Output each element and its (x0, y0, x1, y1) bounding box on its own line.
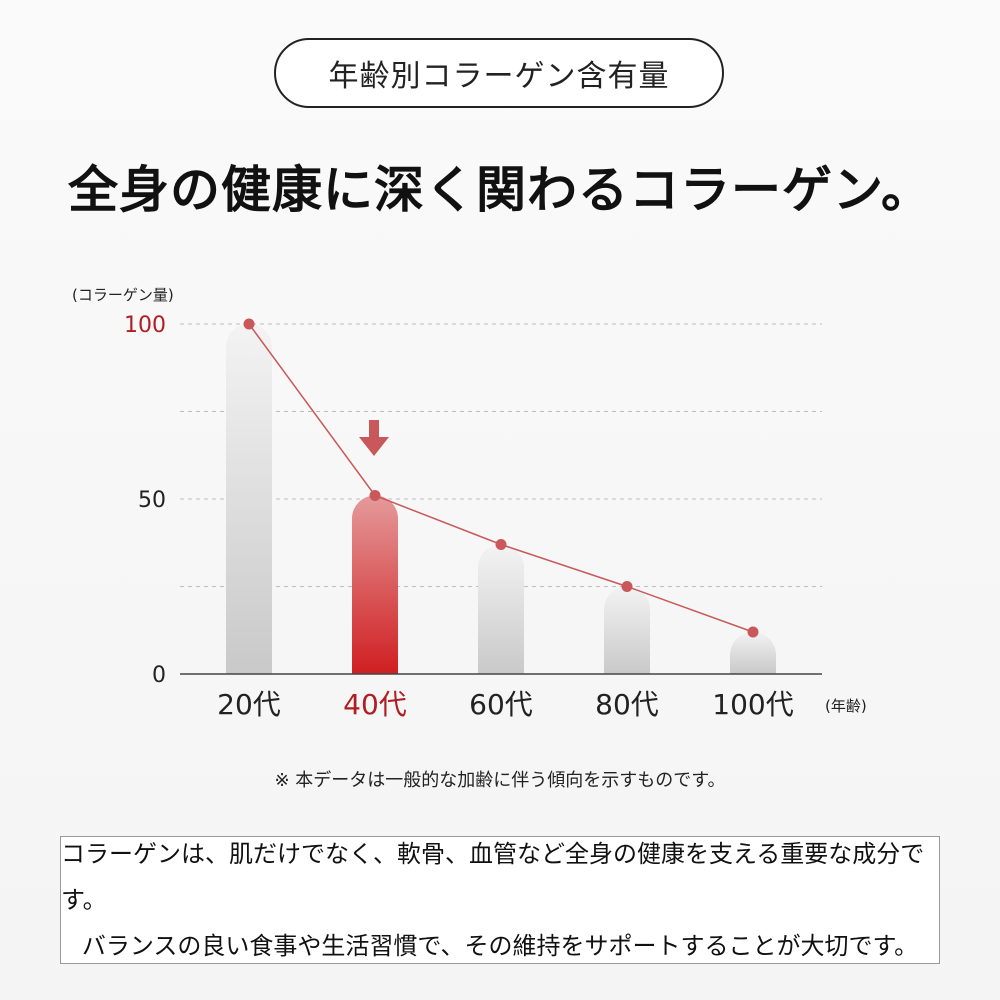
headline: 全身の健康に深く関わるコラーゲン。 (68, 161, 932, 219)
info-box: コラーゲンは、肌だけでなく、軟骨、血管など全身の健康を支える重要な成分です。 バ… (60, 836, 940, 964)
bar-60代 (478, 544, 524, 674)
y-tick-label: 50 (138, 488, 166, 513)
x-axis-label: (年齢) (825, 697, 867, 715)
section-pill: 年齢別コラーゲン含有量 (274, 38, 724, 108)
x-tick-label: 60代 (469, 688, 533, 721)
bar-40代 (352, 495, 398, 674)
trend-point (369, 490, 381, 501)
collagen-chart: (コラーゲン量) 100 50 0 20代 40代 60代 80代 100代 (年齢) (72, 286, 867, 721)
y-tick-label: 0 (152, 663, 166, 688)
bar-100代 (730, 632, 776, 674)
x-tick-label: 20代 (217, 688, 281, 721)
bar-20代 (226, 324, 272, 674)
info-line-2: バランスの良い食事や生活習慣で、その維持をサポートすることが大切です。 (81, 932, 919, 960)
disclaimer-note: ※ 本データは一般的な加齢に伴う傾向を示すものです。 (274, 770, 726, 791)
x-tick-label: 40代 (343, 688, 407, 721)
trend-points (243, 318, 759, 638)
info-line-1: コラーゲンは、肌だけでなく、軟骨、血管など全身の健康を支える重要な成分です。 (61, 840, 925, 914)
bar-80代 (604, 586, 650, 674)
y-tick-label: 100 (124, 313, 166, 338)
x-tick-label: 100代 (712, 688, 793, 721)
trend-point (747, 626, 759, 638)
x-ticks: 20代 40代 60代 80代 100代 (217, 688, 794, 721)
trend-point (621, 581, 633, 592)
trend-point (243, 318, 255, 330)
bars (226, 324, 776, 674)
pill-text: 年齢別コラーゲン含有量 (328, 59, 670, 94)
trend-point (495, 539, 507, 550)
x-tick-label: 80代 (595, 688, 659, 721)
y-ticks: 100 50 0 (124, 313, 166, 688)
down-arrow-icon (359, 420, 389, 456)
y-axis-label: (コラーゲン量) (72, 286, 174, 304)
